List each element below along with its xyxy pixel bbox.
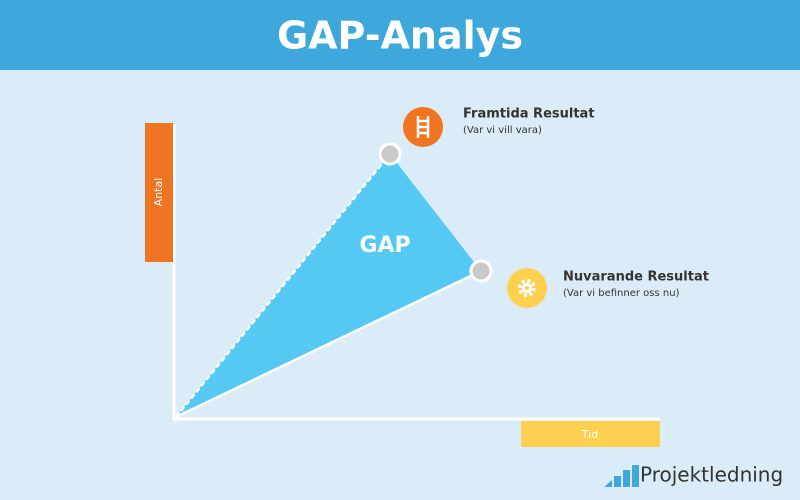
logo-text: Projektledning [640,463,783,487]
gear-icon [518,279,536,297]
y-axis-tab [145,123,173,262]
future-marker [378,142,402,166]
current-subtitle: (Var vi befinner oss nu) [563,288,680,299]
gap-label: GAP [359,233,410,258]
y-axis-label: Antal [152,178,165,207]
current-marker [469,259,493,283]
future-line [175,153,391,418]
future-subtitle: (Var vi vill vara) [463,125,542,136]
ladder-icon [416,116,430,138]
current-line [175,269,482,419]
gap-area [176,154,481,417]
logo-icon [604,465,639,487]
current-title: Nuvarande Resultat [563,270,709,285]
header-title: GAP-Analys [277,14,523,58]
future-title: Framtida Resultat [463,107,595,122]
x-axis-tab [521,421,660,447]
header-bar [0,0,800,70]
x-axis-label: Tid [581,428,598,441]
